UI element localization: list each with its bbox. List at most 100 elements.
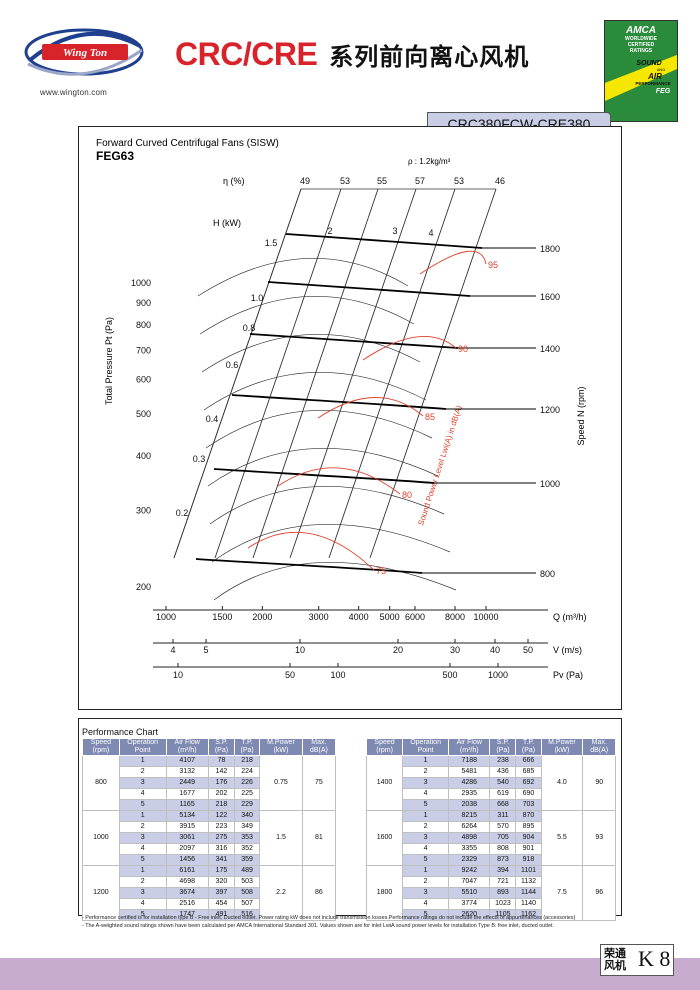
speed-label: 1000 [540,479,560,489]
table-cell: 229 [234,799,261,811]
table-cell: 705 [489,832,517,844]
page-tag [600,944,674,976]
power-cell: 1.5 [259,810,303,866]
power-curve [199,296,415,335]
power-cell: 7.5 [540,865,584,921]
table-cell: 5 [402,854,450,866]
efficiency-line [328,188,456,559]
sound-curve [362,336,457,361]
note-installation: - Performance certified is for installat… [82,915,576,921]
table-row: 2 6264 570 895 [367,821,616,833]
table-cell: 721 [489,876,517,888]
y-axis-label: Total Pressure Pt (Pa) [104,317,114,405]
table-row: 4 2097 316 352 [83,843,336,855]
table-cell: 1105 [489,909,517,921]
table-header-cell: Operation Point [118,738,167,756]
table-cell: 4898 [448,832,491,844]
table-cell: 397 [207,887,236,899]
table-cell: 666 [515,755,542,767]
pv-tick-label: 1000 [488,670,508,680]
speed-curve [249,333,459,349]
table-cell: 901 [515,843,542,855]
performance-table-left: Speed (rpm) Operation Point Air Flow (m³/h… [82,738,337,921]
table-cell: 78 [207,755,236,767]
speed-cell: 1200 [82,865,120,921]
table-cell: 2449 [165,777,209,789]
power-label: 4 [428,228,433,238]
db-cell: 81 [301,810,337,866]
badge-performance: PERFORMANCE [635,81,670,86]
table-row: 1800 1 9242 394 1101 7.5 96 [365,865,616,921]
footer-brand-cn: 荣通风机 [604,947,626,972]
performance-table-right: Speed (rpm) Operation Point Air Flow (m³/h… [365,738,616,921]
table-cell: 508 [234,887,261,899]
table-cell: 340 [234,810,261,822]
q-tick-label: 2000 [252,612,272,622]
y-tick-label: 600 [136,374,151,384]
power-label: 0.4 [206,414,219,424]
table-cell: 2038 [448,799,491,811]
table-cell: 175 [207,865,236,877]
table-cell: 3 [118,777,167,789]
power-curve [213,561,457,601]
table-cell: 436 [489,766,517,778]
table-cell: 2097 [165,843,209,855]
table-cell: 668 [489,799,517,811]
db-cell: 93 [582,810,616,866]
badge-air: AIR [647,72,662,81]
db-cell: 96 [582,865,616,921]
power-label: H (kW) [213,218,241,228]
table-row: 3 2449 176 226 [83,777,336,789]
amca-badge: AMCA WORLDWIDE CERTIFIED RATINGS SOUND A… [604,20,678,122]
table-header-cell: M.Power (kW) [540,738,584,756]
sound-curve [277,467,401,495]
pv-tick-label: 10 [173,670,183,680]
table-cell: 703 [515,799,542,811]
table-cell: 1 [402,755,450,767]
table-row: 1000 1 5134 122 340 1.5 81 [82,810,337,866]
table-cell: 3 [118,832,167,844]
table-row: 4 2935 619 690 [367,788,616,800]
table-cell: 4 [118,898,167,910]
table-cell: 3 [402,777,450,789]
performance-heading: Performance Chart [82,727,159,737]
table-cell: 3 [118,887,167,899]
table-cell: 4107 [165,755,209,767]
table-header-cell: M.Power (kW) [259,738,303,756]
table-cell: 3 [402,832,450,844]
efficiency-line [289,188,417,559]
table-cell: 4 [118,843,167,855]
table-cell: 3061 [165,832,209,844]
table-cell: 218 [207,799,236,811]
table-cell: 4698 [165,876,209,888]
table-cell: 690 [515,788,542,800]
table-row: 3 5510 893 1144 [367,887,616,899]
table-header-cell: Air Flow (m³/h) [448,738,491,756]
table-header-cell: Operation Point [402,738,450,756]
power-cell: 0.75 [259,755,303,811]
table-cell: 4 [118,788,167,800]
sound-curve [419,250,487,275]
table-cell: 2 [118,766,167,778]
y-tick-label: 200 [136,582,151,592]
power-curve [209,485,445,525]
table-cell: 540 [489,777,517,789]
table-row: 1200 1 6161 175 489 2.2 86 [82,865,337,921]
table-cell: 6264 [448,821,491,833]
table-cell: 1165 [165,799,209,811]
table-cell: 1 [118,865,167,877]
speed-cell: 1400 [365,755,404,811]
table-cell: 2 [402,766,450,778]
table-cell: 4286 [448,777,491,789]
eta-label: η (%) [223,176,245,186]
power-curve [201,334,421,373]
table-cell: 516 [234,909,261,921]
table-cell: 3132 [165,766,209,778]
table-cell: 904 [515,832,542,844]
power-label: 0.3 [193,454,206,464]
q-tick-label: 3000 [309,612,329,622]
table-cell: 1023 [489,898,517,910]
speed-cell: 1000 [82,810,120,866]
table-header-cell: S.P. (Pa) [489,738,517,756]
table-cell: 5 [402,799,450,811]
